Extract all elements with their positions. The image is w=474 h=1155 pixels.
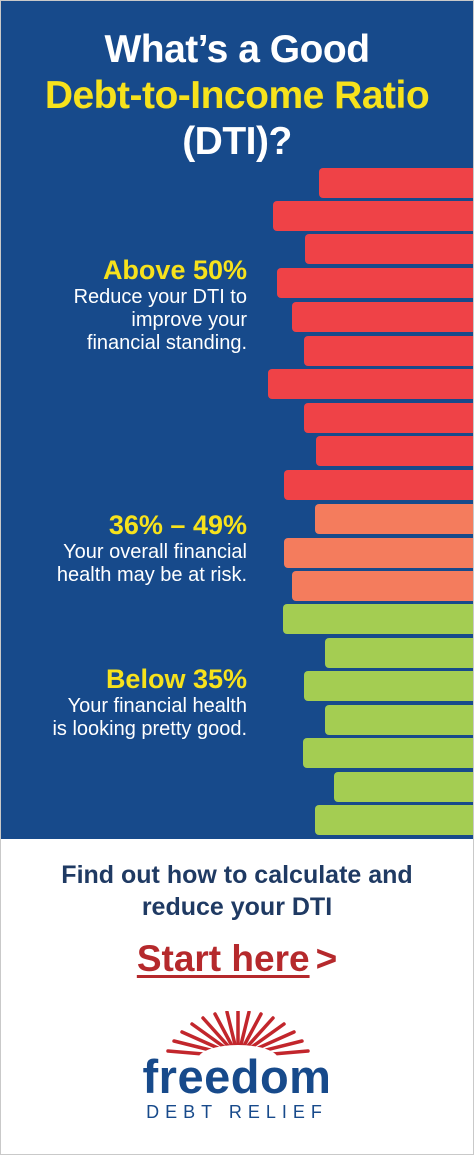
bar-high — [292, 302, 473, 332]
sunburst-icon — [166, 1011, 310, 1059]
bar-mid — [292, 571, 473, 601]
tier-description: financial standing. — [86, 332, 247, 354]
bar-high — [304, 336, 473, 366]
bar-high — [268, 369, 473, 399]
bar-low — [325, 638, 473, 668]
tier-below-35: Below 35% Your financial health is looki… — [7, 663, 247, 741]
bar-low — [315, 805, 473, 835]
cta-text: Find out how to calculate and reduce you… — [1, 859, 473, 923]
title-line-3: (DTI)? — [182, 120, 292, 163]
brand-name: freedom — [142, 1050, 332, 1103]
title-line-1: What’s a Good — [104, 28, 370, 71]
bar-low — [325, 705, 473, 735]
cta-line-1: Find out how to calculate and — [61, 861, 413, 889]
bar-low — [303, 738, 473, 768]
tier-above-50: Above 50% Reduce your DTI to improve you… — [7, 254, 247, 355]
bar-low — [334, 772, 473, 802]
bar-high — [284, 470, 473, 500]
title-line-2: Debt-to-Income Ratio — [44, 74, 430, 117]
bar-high — [304, 403, 473, 433]
tier-description: Reduce your DTI to — [73, 286, 247, 308]
tier-description: health may be at risk. — [56, 564, 247, 586]
freedom-logo — [1, 1011, 473, 1131]
bar-high — [273, 201, 473, 231]
cta-line-2: reduce your DTI — [141, 893, 333, 921]
bar-high — [305, 234, 473, 264]
start-here-label[interactable]: Start here — [136, 938, 310, 979]
dti-panel: What’s a Good Debt-to-Income Ratio (DTI)… — [1, 1, 473, 839]
bar-low — [283, 604, 473, 634]
bar-high — [277, 268, 473, 298]
bar-mid — [284, 538, 473, 568]
tier-range: 36% – 49% — [108, 510, 247, 540]
bar-low — [304, 671, 473, 701]
tier-range: Above 50% — [102, 255, 247, 285]
tier-range: Below 35% — [105, 664, 247, 694]
chevron-right-icon[interactable]: > — [315, 938, 338, 979]
tier-description: is looking pretty good. — [52, 718, 247, 740]
bar-mid — [315, 504, 473, 534]
bar-high — [319, 168, 473, 198]
tier-description: Your overall financial — [63, 541, 247, 563]
start-here-link[interactable]: Start here > — [1, 937, 473, 981]
brand-subtitle: DEBT RELIEF — [146, 1102, 328, 1122]
tier-description: Your financial health — [67, 695, 247, 717]
bar-high — [316, 436, 473, 466]
tier-description: improve your — [131, 309, 247, 331]
tier-36-49: 36% – 49% Your overall financial health … — [7, 509, 247, 587]
